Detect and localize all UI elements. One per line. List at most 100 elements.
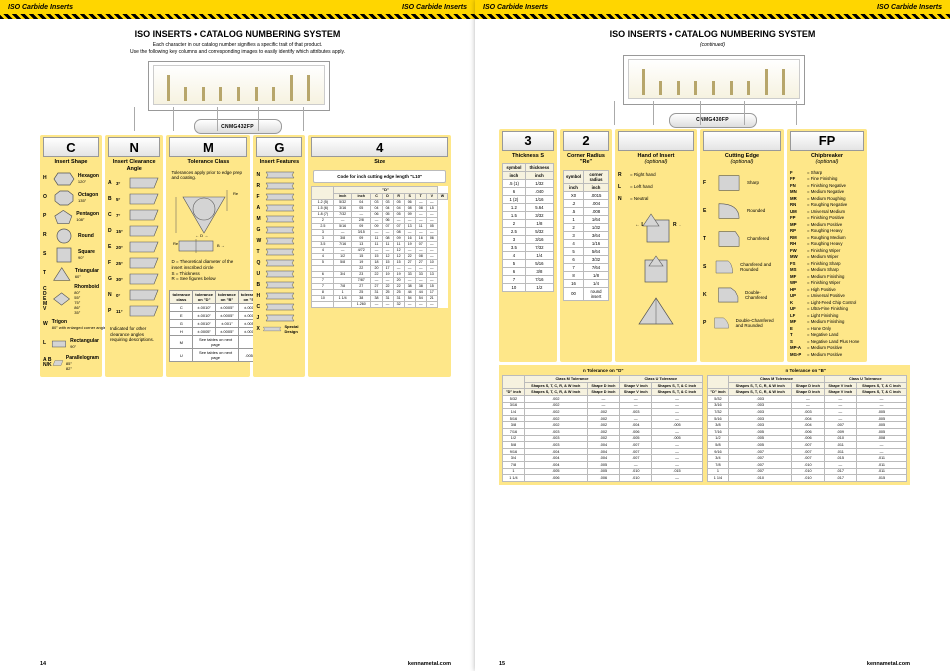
chip-row: S= Negative Land Plus Hone xyxy=(790,339,864,344)
chip-row: F= Sharp xyxy=(790,170,864,175)
col-size: 4 Size Code for inch cutting edge length… xyxy=(308,135,451,377)
chip-row: FN= Finishing Negative xyxy=(790,183,864,188)
col-thickness: 3 Thickness S symbolthicknessinchinch.5 … xyxy=(499,129,557,363)
svg-text:← L: ← L xyxy=(635,222,644,228)
edge-row: KDouble-Chamfered xyxy=(703,284,781,306)
chip-row: K= Light-Feed Chip Control xyxy=(790,300,864,305)
svg-text:← D →: ← D → xyxy=(195,233,208,238)
clearance-row: A3° xyxy=(108,176,160,190)
chip-row: LF= Light Finishing xyxy=(790,313,864,318)
chip-row: MP= Medium Positive xyxy=(790,222,864,227)
chip-row: FF= Fine Finishing xyxy=(790,176,864,181)
feature-row: W xyxy=(256,236,302,246)
topbar-text: ISO Carbide Inserts xyxy=(8,4,73,11)
col-radius: 2 Corner Radius "Re" symbolcorner radius… xyxy=(560,129,612,363)
clearance-row: D15° xyxy=(108,224,160,238)
feature-row: T xyxy=(256,247,302,257)
hand-row: N= Neutral xyxy=(618,196,694,202)
columns-left: C Insert Shape HHexagon120°OOctagon135° P… xyxy=(0,135,475,377)
feature-row: M xyxy=(256,214,302,224)
chip-row: MW= Medium Wiper xyxy=(790,254,864,259)
hand-row: L= Left hand xyxy=(618,184,694,190)
col-edge: Cutting Edge(optional) FSharpERoundedTCh… xyxy=(700,129,784,363)
big-tolerance-sec: n Tolerance on "D" n Tolerance on "B" Cl… xyxy=(499,365,910,485)
topbar-text: ISO Carbide Inserts xyxy=(402,4,467,11)
chip-row: MG-P= Medium Positive xyxy=(790,352,864,357)
col-sub: Insert Shape xyxy=(43,159,99,166)
feature-row: H xyxy=(256,291,302,301)
edge-row: FSharp xyxy=(703,172,781,194)
chip-row: HP= High Positive xyxy=(790,287,864,292)
feature-row: B xyxy=(256,280,302,290)
shape-row: C D E M VRhomboid80° 55° 75° 86° 35° xyxy=(43,284,99,315)
shape-row: OOctagon135° xyxy=(43,189,99,207)
page-right: ISO Carbide Inserts ISO Carbide Inserts … xyxy=(475,0,950,671)
chip-row: FW= Finishing Wiper xyxy=(790,248,864,253)
chip-row: RP= Roughing Heavy xyxy=(790,228,864,233)
feature-row: N xyxy=(256,170,302,180)
shape-row: LRectangular90° xyxy=(43,335,99,353)
edge-row: TChamfered xyxy=(703,228,781,250)
diagram: CNMG432FP xyxy=(108,61,368,131)
col-hand: Hand of Insert(optional) R= Right handL=… xyxy=(615,129,697,363)
tol-legend: D = Theoretical diameter of the insert i… xyxy=(171,259,245,282)
col-clearance: N Insert Clearance Angle A3°B5°C7°D15°E2… xyxy=(105,135,163,377)
clearance-row: N0° xyxy=(108,288,160,302)
svg-text:B →: B → xyxy=(217,243,225,248)
chip-row: MS= Medium Sharp xyxy=(790,267,864,272)
footer-right: 15 kennametal.com xyxy=(475,661,950,667)
shape-row: WTrigon80° with enlarged corner angles xyxy=(43,316,99,334)
feature-row: F xyxy=(256,192,302,202)
feature-row: A xyxy=(256,203,302,213)
edge-row: SChamfered and Rounded xyxy=(703,256,781,278)
page-title: ISO INSERTS • CATALOG NUMBERING SYSTEM xyxy=(0,29,475,39)
size-table: "D"inchinchCDRSTVW1.2 (5)5/320403030506—… xyxy=(311,186,448,308)
chip-row: E= Hone Only xyxy=(790,326,864,331)
feature-row: C xyxy=(256,302,302,312)
chip-row: MF= Medium Finishing xyxy=(790,274,864,279)
chip-row: T= Negative Land xyxy=(790,332,864,337)
shape-row: SSquare90° xyxy=(43,246,99,264)
shape-row: HHexagon120° xyxy=(43,170,99,188)
tol-diagram: Re Re B → ← D → xyxy=(171,187,245,253)
footer-pagenum: 14 xyxy=(40,661,46,667)
svg-text:R →: R → xyxy=(673,222,681,228)
clearance-row: P11° xyxy=(108,304,160,318)
chip-row: RH= Roughing Heavy xyxy=(790,241,864,246)
feature-row: R xyxy=(256,181,302,191)
footer-left: kennametal.com 14 xyxy=(0,661,475,667)
feature-row: XSpecial Design xyxy=(256,324,302,334)
clearance-row: C7° xyxy=(108,208,160,222)
feature-row: Q xyxy=(256,258,302,268)
col-hdr: C xyxy=(43,137,99,157)
hand-row: R= Right hand xyxy=(618,172,694,178)
chip-row: MF= Medium Finishing xyxy=(790,319,864,324)
col-insert-shape: C Insert Shape HHexagon120°OOctagon135°P… xyxy=(40,135,102,377)
shape-row: A B N/KParallelogram85° 82° xyxy=(43,354,99,372)
chip-row: RN= Roughing Negative xyxy=(790,202,864,207)
footer-site: kennametal.com xyxy=(408,661,451,667)
topbar-right: ISO Carbide Inserts ISO Carbide Inserts xyxy=(475,0,950,14)
topbar-left: ISO Carbide Inserts ISO Carbide Inserts xyxy=(0,0,475,14)
chip-row: WP= Finishing Wiper xyxy=(790,280,864,285)
feature-row: G xyxy=(256,225,302,235)
col-tolerance: M Tolerance Class Tolerances apply prior… xyxy=(166,135,250,377)
feature-row: J xyxy=(256,313,302,323)
chip-row: UF= Ultra-Fine Finishing xyxy=(790,306,864,311)
col-features: G Insert Features NRFAMGWTQUBHCJXSpecial… xyxy=(253,135,305,377)
edge-row: PDouble-Chamfered and Rounded xyxy=(703,312,781,334)
clearance-row: F25° xyxy=(108,256,160,270)
clearance-row: G30° xyxy=(108,272,160,286)
shape-row: TTriangular60° xyxy=(43,265,99,283)
page-left: ISO Carbide Inserts ISO Carbide Inserts … xyxy=(0,0,475,671)
columns-right: 3 Thickness S symbolthicknessinchinch.5 … xyxy=(475,129,950,363)
chip-row: MR= Medium Roughing xyxy=(790,196,864,201)
clearance-row: E20° xyxy=(108,240,160,254)
chip-row: RM= Roughing Medium xyxy=(790,235,864,240)
spread: ISO Carbide Inserts ISO Carbide Inserts … xyxy=(0,0,950,671)
edge-row: ERounded xyxy=(703,200,781,222)
shape-row: RRound xyxy=(43,227,99,245)
clearance-note: Indicated for other clearance angles req… xyxy=(110,326,158,343)
chip-row: FP= Finishing Positive xyxy=(790,215,864,220)
chip-row: UP= Universal Positive xyxy=(790,293,864,298)
